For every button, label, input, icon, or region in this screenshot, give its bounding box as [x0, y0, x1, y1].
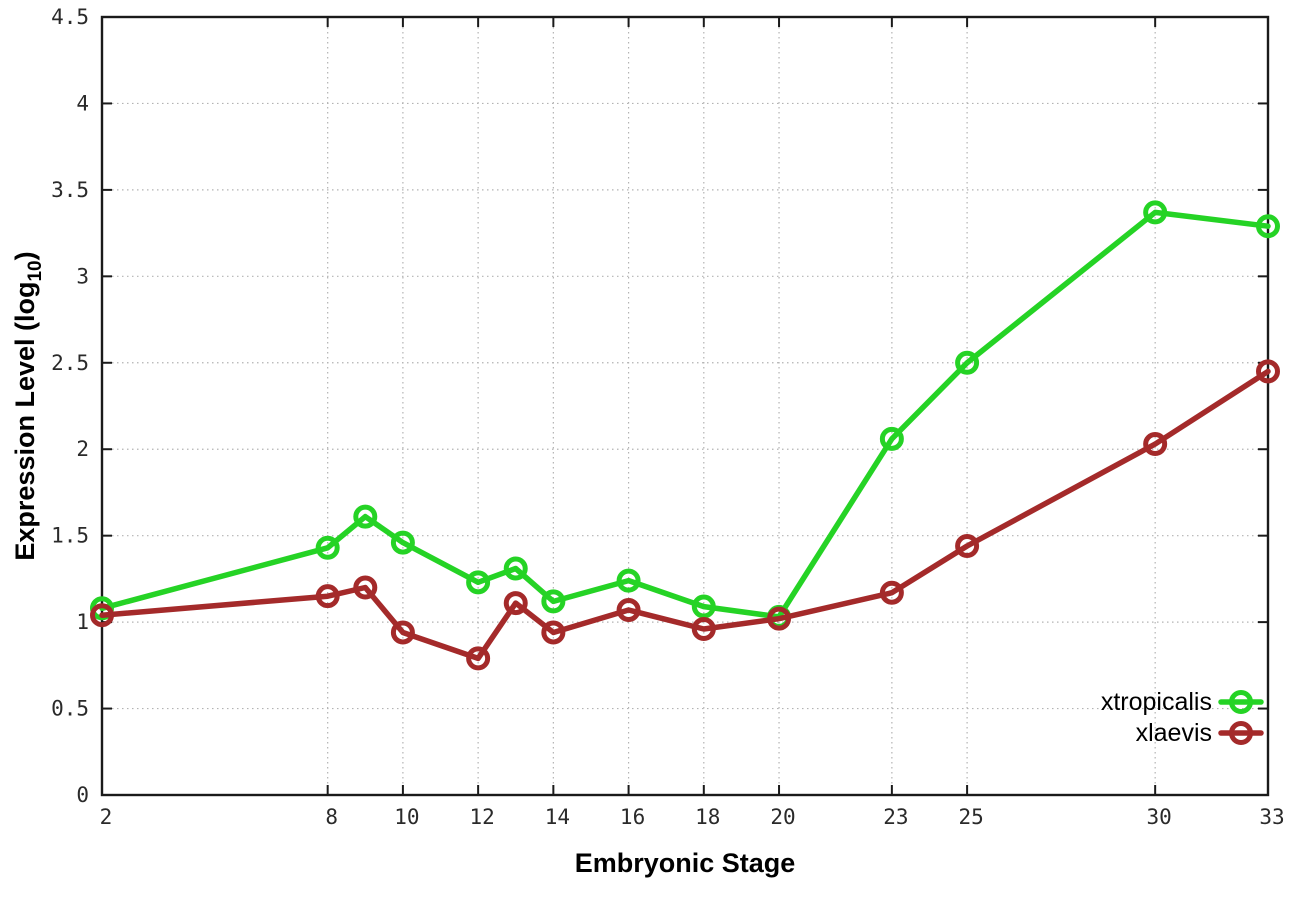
y-tick-label: 2.5: [51, 351, 89, 375]
data-point-xtropicalis: [466, 570, 491, 595]
x-tick-label: 8: [325, 805, 338, 829]
y-tick-label: 2: [76, 437, 89, 461]
data-point-xlaevis: [541, 620, 566, 645]
data-point-xtropicalis: [353, 504, 378, 529]
data-point-xtropicalis: [390, 530, 415, 555]
y-axis-label: Expression Level (log10): [10, 251, 46, 560]
x-tick-label: 23: [883, 805, 908, 829]
legend-label-xlaevis: xlaevis: [1136, 719, 1212, 747]
y-tick-label: 3: [76, 264, 89, 288]
series-line-xlaevis: [99, 368, 1271, 662]
y-tick-label: 1: [76, 610, 89, 634]
legend-sample-marker-xlaevis: [1229, 721, 1253, 745]
data-point-xlaevis: [390, 620, 415, 645]
x-tick-label: 25: [958, 805, 983, 829]
x-tick-label: 16: [620, 805, 645, 829]
data-point-xlaevis: [315, 584, 340, 609]
data-point-xtropicalis: [955, 350, 980, 375]
x-axis-label: Embryonic Stage: [575, 848, 796, 878]
data-point-xlaevis: [616, 598, 641, 623]
x-tick-label: 33: [1259, 805, 1284, 829]
data-point-xtropicalis: [616, 568, 641, 593]
x-tick-label: 14: [545, 805, 570, 829]
data-point-xlaevis: [879, 580, 904, 605]
x-tick-label: 12: [469, 805, 494, 829]
data-point-xtropicalis: [503, 556, 528, 581]
data-point-xlaevis: [1143, 432, 1168, 457]
data-point-xlaevis: [767, 606, 792, 631]
data-point-xtropicalis: [1143, 200, 1168, 225]
x-tick-label: 18: [695, 805, 720, 829]
data-point-xlaevis: [691, 617, 716, 642]
plot-border: [100, 15, 1270, 797]
legend-sample-marker-xtropicalis: [1229, 690, 1253, 714]
x-tick-label: 10: [394, 805, 419, 829]
data-point-xlaevis: [90, 603, 114, 628]
data-point-xtropicalis: [691, 594, 716, 619]
data-point-xtropicalis: [879, 426, 904, 451]
x-tick-label: 20: [770, 805, 795, 829]
y-tick-label: 0: [76, 783, 89, 807]
x-tick-label: 30: [1147, 805, 1172, 829]
legend-label-xtropicalis: xtropicalis: [1101, 688, 1212, 716]
y-tick-label: 4: [76, 91, 89, 115]
y-tick-label: 4.5: [51, 5, 89, 29]
data-point-xtropicalis: [1256, 214, 1280, 239]
data-point-xlaevis: [503, 591, 528, 616]
data-point-xlaevis: [1256, 359, 1280, 384]
y-tick-label: 0.5: [51, 697, 89, 721]
data-point-xlaevis: [353, 575, 378, 600]
data-point-xtropicalis: [541, 589, 566, 614]
data-point-xtropicalis: [315, 535, 340, 560]
series-line-xtropicalis: [99, 209, 1271, 620]
y-tick-label: 3.5: [51, 178, 89, 202]
data-point-xlaevis: [466, 646, 491, 671]
x-tick-label: 2: [100, 805, 113, 829]
data-point-xlaevis: [955, 534, 980, 559]
y-tick-label: 1.5: [51, 524, 89, 548]
